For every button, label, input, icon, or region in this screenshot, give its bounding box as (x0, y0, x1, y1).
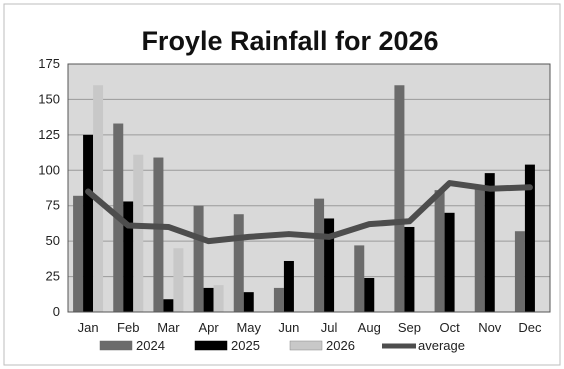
bar-2024-sep (394, 85, 405, 312)
x-tick-label: Jul (321, 320, 338, 335)
legend-swatch-2026 (289, 340, 323, 351)
plot-area: 0 25 50 75 100 125 150 175 Jan Feb Mar Apr May Jun Jul… (38, 56, 551, 335)
x-tick-label: Jun (278, 320, 299, 335)
plot-border (67, 63, 551, 313)
chart-outer-border (3, 3, 561, 366)
y-tick-label: 150 (38, 91, 60, 106)
series-line-average (85, 180, 533, 245)
bar-2026-apr (213, 285, 224, 312)
bar-2025-jul (324, 218, 335, 312)
x-tick-label: Mar (157, 320, 180, 335)
x-tick-label: Apr (198, 320, 219, 335)
y-tick-label: 50 (46, 233, 60, 248)
legend-label-2026: 2026 (326, 338, 355, 353)
bar-2025-jun (283, 260, 294, 312)
x-tick-label: Aug (358, 320, 381, 335)
bar-2025-oct (444, 212, 455, 312)
bar-2024-jan (73, 195, 84, 312)
y-tick-label: 100 (38, 162, 60, 177)
y-tick-label: 25 (46, 269, 60, 284)
bar-2025-apr (203, 287, 214, 312)
bar-2025-mar (163, 299, 174, 312)
bar-2025-aug (364, 277, 375, 312)
bar-2024-jul (314, 198, 325, 312)
bar-2024-dec (514, 231, 525, 312)
y-tick-label: 0 (53, 304, 60, 319)
x-tick-label: May (236, 320, 261, 335)
chart-title: Froyle Rainfall for 2026 (141, 26, 438, 56)
bar-2024-apr (193, 205, 204, 312)
legend-label-2025: 2025 (231, 338, 260, 353)
bar-2025-sep (404, 226, 415, 312)
x-tick-label: Dec (518, 320, 542, 335)
bar-2026-feb (133, 154, 144, 312)
bar-2025-dec (524, 164, 535, 312)
bar-2024-jun (273, 287, 284, 312)
x-tick-label: Nov (478, 320, 502, 335)
bar-2024-mar (153, 157, 164, 312)
bar-2025-nov (484, 173, 495, 312)
legend-label-average: average (418, 338, 465, 353)
legend: 2024 2025 2026 average (99, 338, 465, 353)
bar-2024-may (233, 214, 244, 312)
legend-swatch-2024 (99, 340, 133, 351)
bar-2025-may (243, 292, 254, 312)
x-tick-label: Jan (78, 320, 99, 335)
bar-2024-oct (434, 190, 445, 312)
x-tick-label: Feb (117, 320, 139, 335)
x-tick-label: Sep (398, 320, 421, 335)
bar-2024-nov (474, 188, 485, 312)
bar-2025-jan (83, 134, 94, 312)
y-tick-label: 75 (46, 198, 60, 213)
bar-2024-aug (354, 245, 365, 312)
bar-2025-feb (123, 201, 134, 312)
y-tick-label: 125 (38, 127, 60, 142)
bar-2026-mar (173, 248, 184, 312)
y-tick-label: 175 (38, 56, 60, 71)
x-tick-label: Oct (439, 320, 460, 335)
legend-swatch-2025 (194, 340, 228, 351)
legend-label-2024: 2024 (136, 338, 165, 353)
